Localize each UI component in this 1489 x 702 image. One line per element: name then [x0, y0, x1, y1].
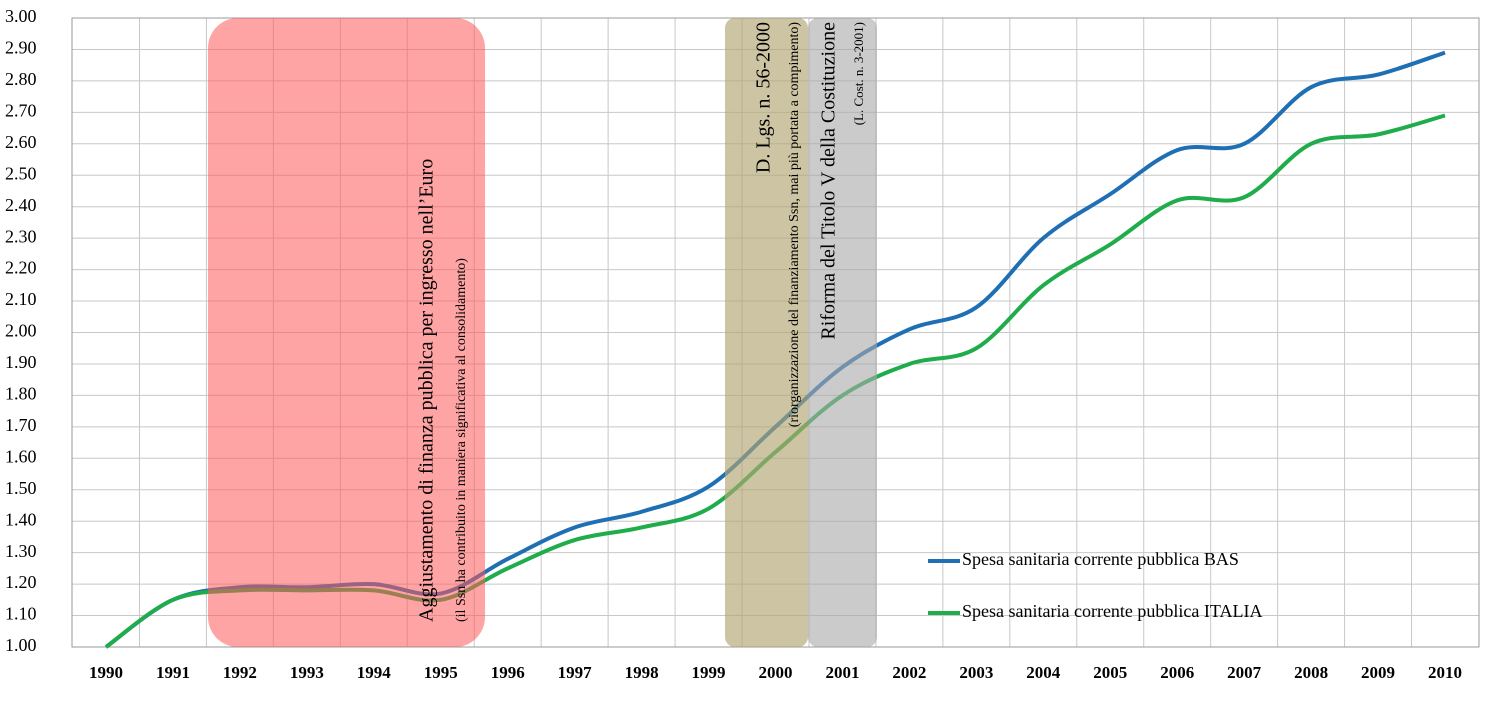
y-tick-label: 3.00	[5, 6, 37, 26]
annotation-box	[808, 18, 877, 647]
annotation-box	[725, 18, 808, 647]
legend-label: Spesa sanitaria corrente pubblica BAS	[962, 549, 1239, 569]
y-tick-label: 2.70	[5, 100, 37, 120]
x-tick-label: 1995	[424, 663, 458, 682]
y-tick-label: 1.00	[5, 635, 37, 655]
y-tick-label: 2.20	[5, 258, 37, 278]
x-tick-label: 2009	[1361, 663, 1395, 682]
x-tick-label: 2005	[1093, 663, 1127, 682]
y-tick-label: 1.30	[5, 541, 37, 561]
y-tick-label: 2.00	[5, 321, 37, 341]
y-tick-label: 1.10	[5, 604, 37, 624]
x-tick-label: 2007	[1227, 663, 1262, 682]
x-tick-label: 2000	[759, 663, 793, 682]
annotation-text: D. Lgs. n. 56-2000	[753, 22, 775, 173]
annotation-subtext: (il Ssn ha contribuito in maniera signif…	[454, 258, 469, 622]
x-tick-label: 1990	[89, 663, 123, 682]
annotation-text: Riforma del Titolo V della Costituzione	[818, 22, 840, 340]
y-tick-label: 1.90	[5, 352, 37, 372]
x-tick-label: 2008	[1294, 663, 1328, 682]
annotation-subtext: (L. Cost. n. 3-2001)	[851, 22, 866, 125]
y-tick-label: 1.40	[5, 509, 37, 529]
x-tick-label: 2006	[1160, 663, 1194, 682]
x-tick-label: 2002	[892, 663, 926, 682]
x-tick-label: 1998	[625, 663, 659, 682]
y-tick-label: 2.80	[5, 69, 37, 89]
y-tick-label: 1.60	[5, 446, 37, 466]
annotation-subtext: (riorganizzazione del finanziamento Ssn,…	[787, 22, 802, 428]
y-tick-label: 2.60	[5, 132, 37, 152]
y-tick-label: 2.10	[5, 289, 37, 309]
y-tick-label: 2.40	[5, 195, 37, 215]
y-tick-label: 1.20	[5, 572, 37, 592]
y-tick-label: 1.70	[5, 415, 37, 435]
x-tick-label: 2003	[959, 663, 993, 682]
x-tick-label: 1997	[558, 663, 593, 682]
y-tick-label: 2.50	[5, 163, 37, 183]
x-tick-label: 1996	[491, 663, 525, 682]
x-tick-label: 2001	[825, 663, 859, 682]
x-tick-label: 1991	[156, 663, 190, 682]
x-tick-label: 1999	[692, 663, 726, 682]
x-tick-label: 2010	[1428, 663, 1462, 682]
annotation-text: Aggiustamento di finanza pubblica per in…	[416, 159, 438, 622]
y-tick-label: 1.50	[5, 478, 37, 498]
annotation-box	[208, 18, 485, 647]
x-tick-label: 2004	[1026, 663, 1061, 682]
y-tick-label: 1.80	[5, 384, 37, 404]
y-tick-label: 2.90	[5, 38, 37, 58]
x-tick-label: 1994	[357, 663, 392, 682]
y-tick-label: 2.30	[5, 226, 37, 246]
x-tick-label: 1993	[290, 663, 324, 682]
x-tick-label: 1992	[223, 663, 257, 682]
legend-label: Spesa sanitaria corrente pubblica ITALIA	[962, 601, 1262, 621]
